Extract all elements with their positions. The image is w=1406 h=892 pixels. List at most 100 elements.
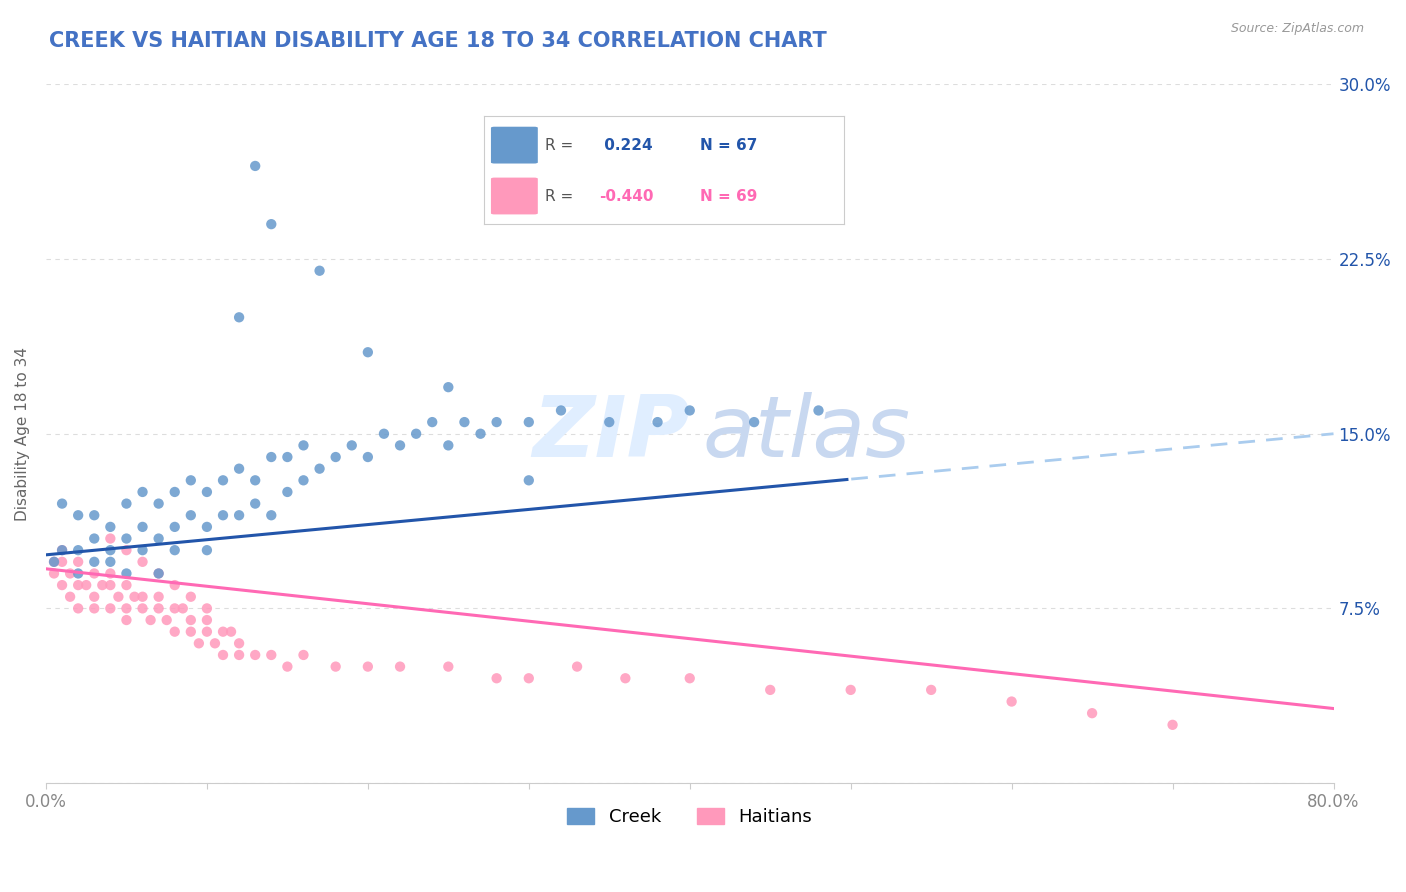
Point	[228, 508, 250, 523]
Point	[163, 520, 186, 534]
Point	[325, 659, 347, 673]
Point	[340, 438, 363, 452]
Point	[67, 566, 90, 581]
Point	[83, 555, 105, 569]
Point	[195, 601, 218, 615]
Point	[292, 438, 315, 452]
Point	[75, 578, 97, 592]
Text: CREEK VS HAITIAN DISABILITY AGE 18 TO 34 CORRELATION CHART: CREEK VS HAITIAN DISABILITY AGE 18 TO 34…	[49, 31, 827, 51]
Point	[148, 590, 170, 604]
Point	[67, 601, 90, 615]
Point	[292, 648, 315, 662]
Point	[98, 532, 121, 546]
Point	[260, 450, 283, 464]
Point	[389, 438, 412, 452]
Text: ZIP: ZIP	[531, 392, 690, 475]
Point	[124, 590, 146, 604]
Point	[405, 426, 427, 441]
Point	[180, 624, 202, 639]
Point	[180, 590, 202, 604]
Point	[195, 485, 218, 500]
Point	[260, 217, 283, 231]
Point	[172, 601, 194, 615]
Point	[420, 415, 443, 429]
Point	[742, 415, 765, 429]
Point	[357, 345, 380, 359]
Point	[148, 601, 170, 615]
Point	[212, 624, 235, 639]
Point	[163, 578, 186, 592]
Point	[131, 555, 153, 569]
Point	[228, 648, 250, 662]
Point	[245, 473, 267, 487]
Point	[187, 636, 209, 650]
Point	[1081, 706, 1104, 721]
Point	[437, 380, 460, 394]
Point	[156, 613, 179, 627]
Point	[131, 485, 153, 500]
Point	[373, 426, 395, 441]
Text: Source: ZipAtlas.com: Source: ZipAtlas.com	[1230, 22, 1364, 36]
Point	[148, 497, 170, 511]
Point	[325, 450, 347, 464]
Point	[83, 508, 105, 523]
Legend: Creek, Haitians: Creek, Haitians	[560, 801, 820, 833]
Point	[83, 590, 105, 604]
Point	[98, 543, 121, 558]
Point	[83, 532, 105, 546]
Point	[163, 624, 186, 639]
Point	[131, 520, 153, 534]
Point	[195, 543, 218, 558]
Point	[485, 415, 508, 429]
Text: atlas: atlas	[703, 392, 911, 475]
Point	[517, 671, 540, 685]
Point	[98, 566, 121, 581]
Point	[598, 415, 620, 429]
Point	[679, 671, 702, 685]
Point	[98, 601, 121, 615]
Point	[42, 555, 65, 569]
Point	[115, 613, 138, 627]
Point	[470, 426, 492, 441]
Point	[163, 543, 186, 558]
Point	[51, 555, 73, 569]
Point	[437, 659, 460, 673]
Point	[260, 648, 283, 662]
Point	[260, 508, 283, 523]
Point	[148, 566, 170, 581]
Point	[51, 578, 73, 592]
Point	[195, 613, 218, 627]
Point	[1161, 718, 1184, 732]
Point	[115, 578, 138, 592]
Point	[614, 671, 637, 685]
Point	[98, 555, 121, 569]
Point	[115, 543, 138, 558]
Point	[212, 508, 235, 523]
Point	[195, 624, 218, 639]
Point	[550, 403, 572, 417]
Point	[357, 659, 380, 673]
Point	[308, 264, 330, 278]
Point	[276, 450, 298, 464]
Y-axis label: Disability Age 18 to 34: Disability Age 18 to 34	[15, 347, 30, 521]
Point	[139, 613, 162, 627]
Point	[115, 532, 138, 546]
Point	[51, 497, 73, 511]
Point	[83, 566, 105, 581]
Point	[565, 659, 588, 673]
Point	[276, 659, 298, 673]
Point	[163, 601, 186, 615]
Point	[920, 682, 942, 697]
Point	[59, 566, 82, 581]
Point	[517, 473, 540, 487]
Point	[107, 590, 129, 604]
Point	[807, 403, 830, 417]
Point	[276, 485, 298, 500]
Point	[308, 461, 330, 475]
Point	[83, 601, 105, 615]
Point	[357, 450, 380, 464]
Point	[292, 473, 315, 487]
Point	[245, 648, 267, 662]
Point	[204, 636, 226, 650]
Point	[148, 566, 170, 581]
